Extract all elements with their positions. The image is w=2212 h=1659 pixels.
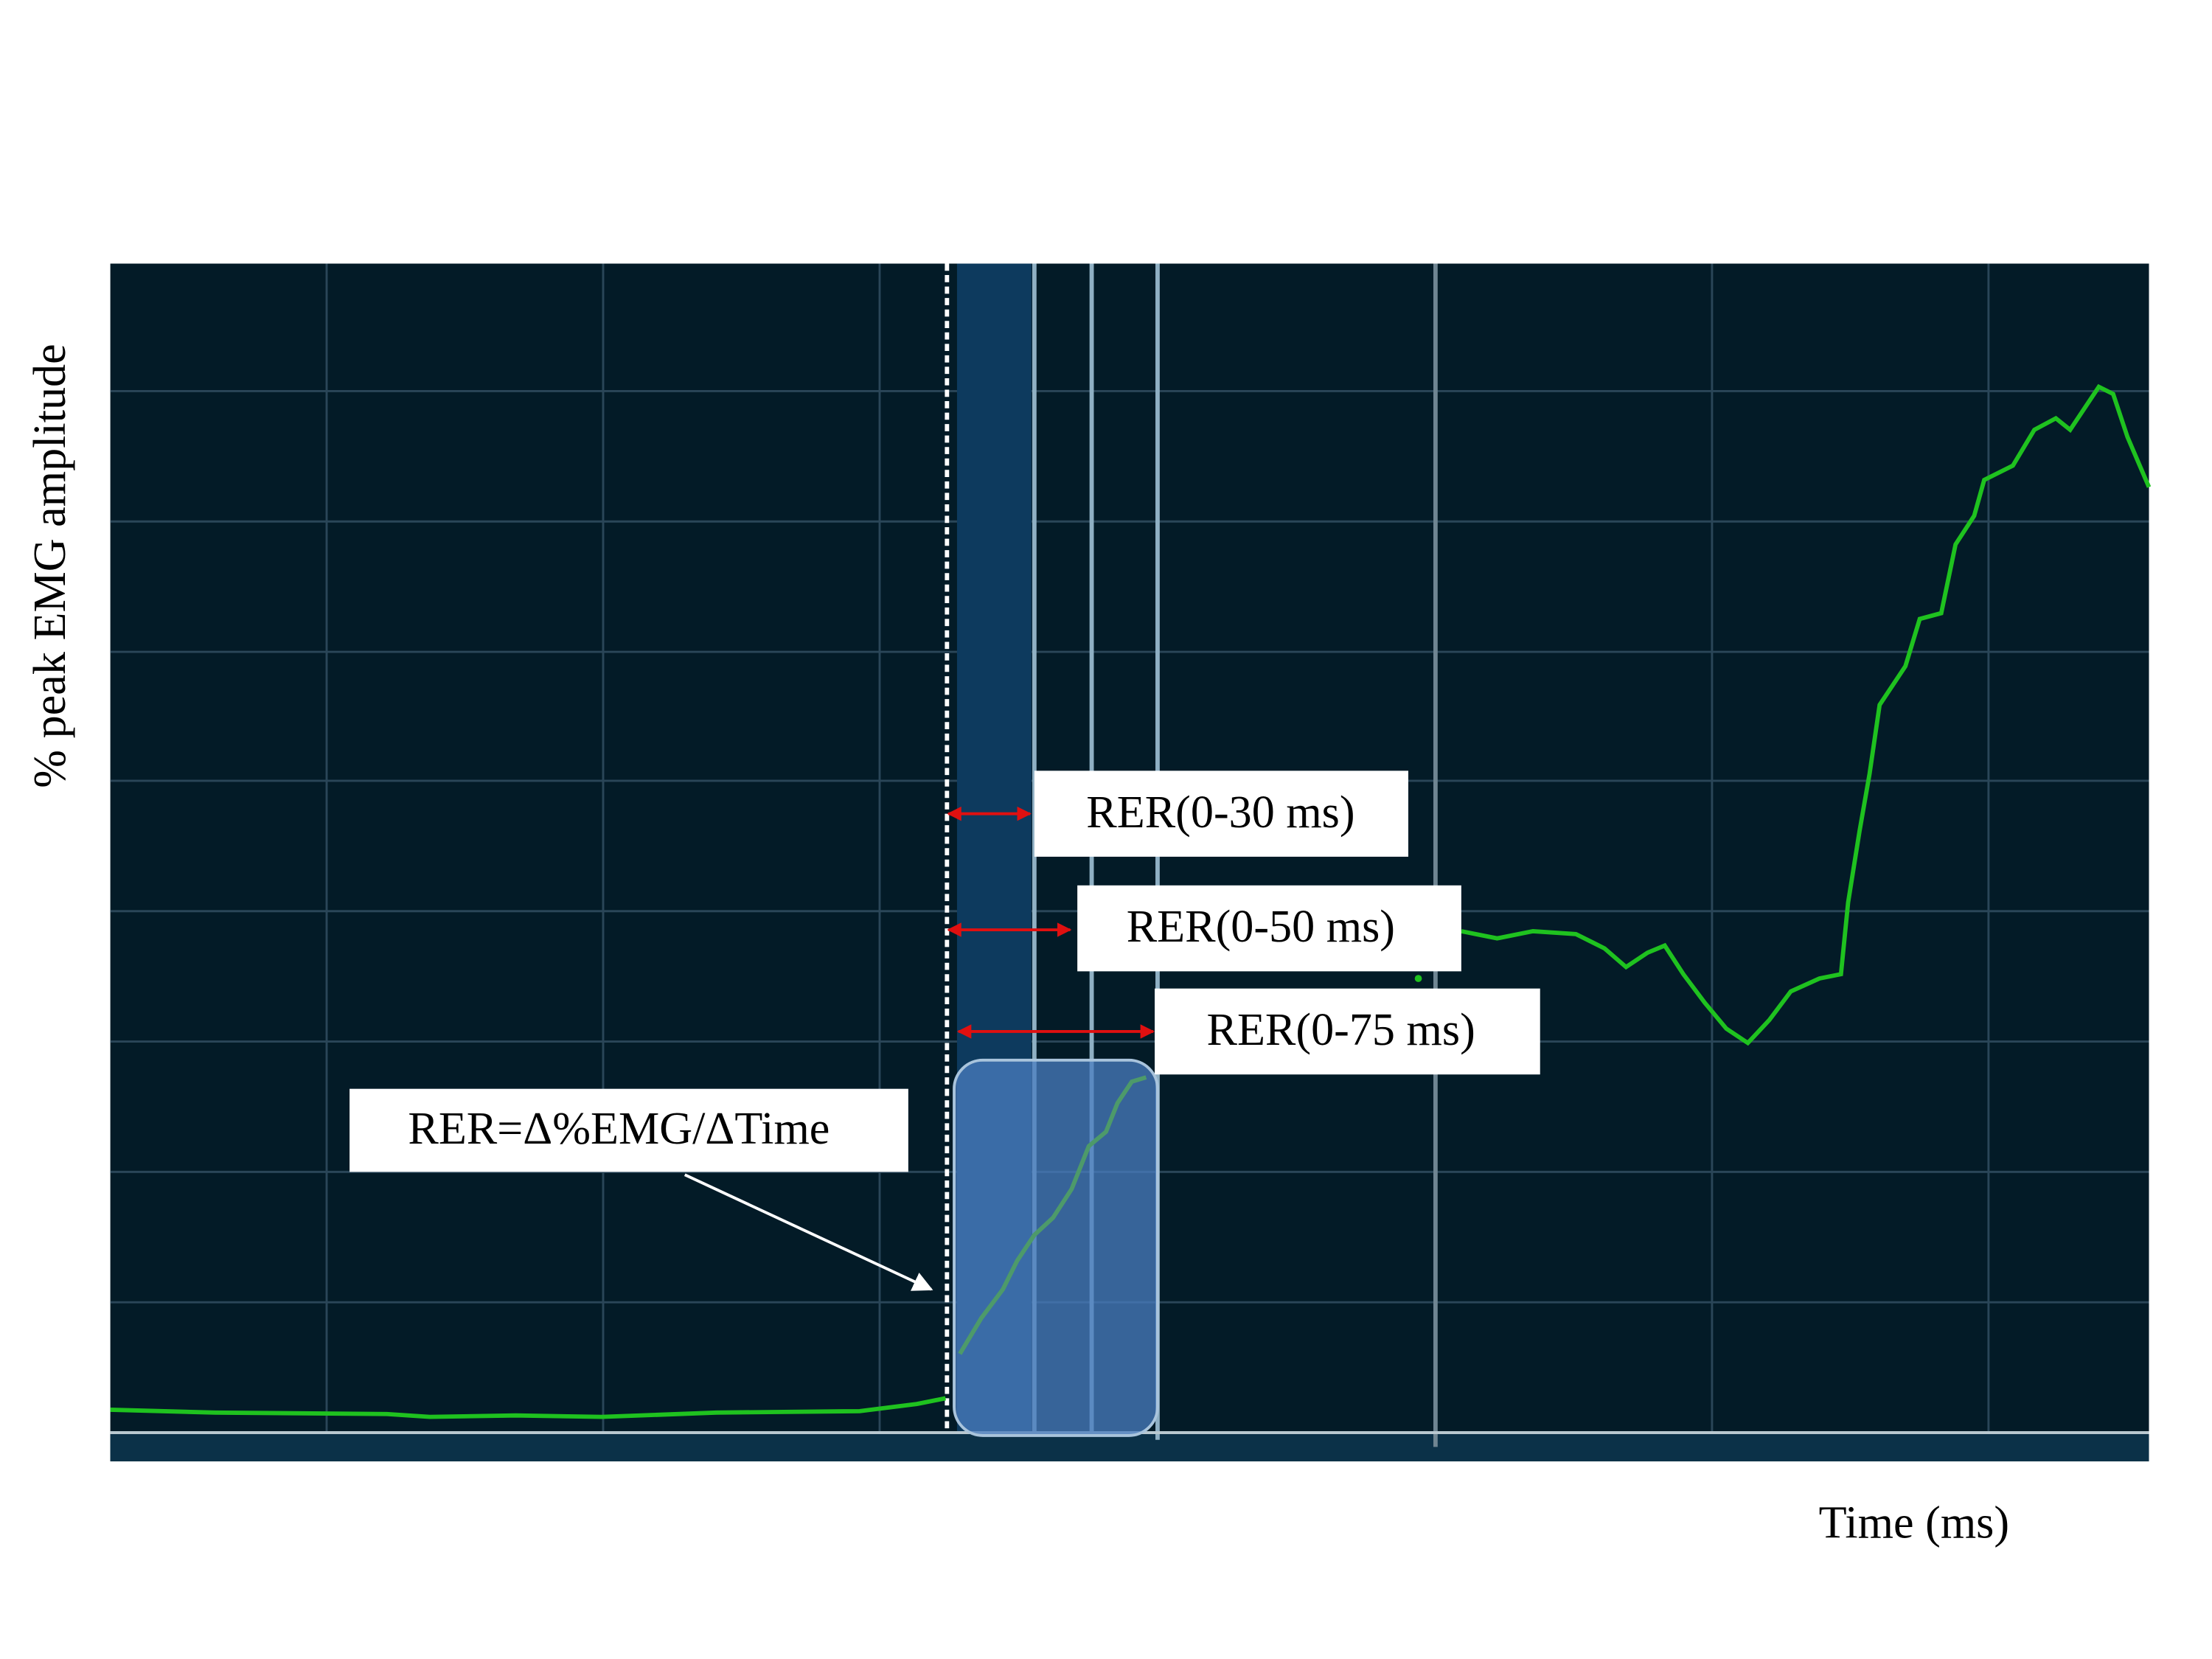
x-axis-label: Time (ms) xyxy=(1819,1498,2009,1548)
pointer xyxy=(684,1173,933,1291)
label-box xyxy=(1034,771,1408,857)
label-box xyxy=(1077,885,1461,972)
label-box xyxy=(1155,988,1540,1075)
emg-trace-shaded xyxy=(958,1075,1147,1355)
annotation: RER(0-75 ms) xyxy=(1207,1005,1475,1055)
label-box xyxy=(349,1088,908,1172)
emg-trace xyxy=(110,1396,946,1419)
y-axis-label: % peak EMG amplitude xyxy=(25,344,75,787)
bottom-strip xyxy=(110,1433,2149,1461)
annotation: RER(0-50 ms) xyxy=(1127,902,1395,952)
emg-point xyxy=(1414,975,1422,982)
formula: RER=Δ%EMG/ΔTime xyxy=(408,1104,830,1154)
highlight-box xyxy=(953,1058,1159,1437)
plot-area xyxy=(110,263,2152,1461)
emg-trace xyxy=(1461,383,2152,1046)
annotation: RER(0-30 ms) xyxy=(1086,787,1354,838)
labels: RER(0-30 ms) RER(0-50 ms) RER(0-75 ms) R… xyxy=(349,771,1540,1291)
rer-arrows xyxy=(947,806,1155,1039)
